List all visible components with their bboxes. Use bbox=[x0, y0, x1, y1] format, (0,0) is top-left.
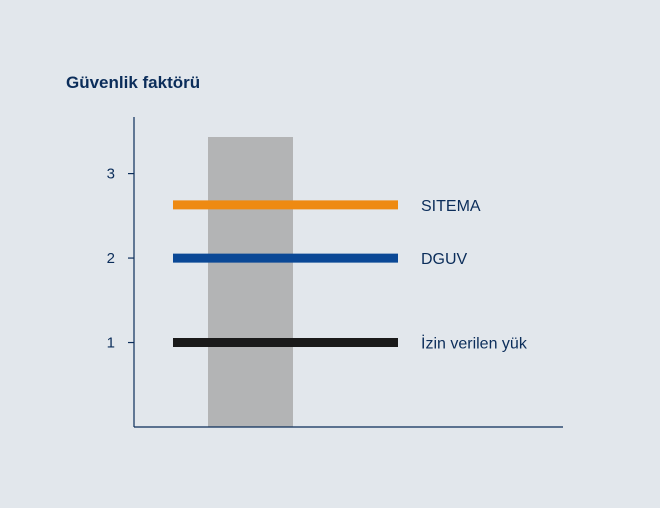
chart-marks: 1 2 3 SITEMA DGUV İzin verilen yük bbox=[107, 166, 528, 353]
safety-band bbox=[208, 137, 293, 427]
y-tick-label-2: 2 bbox=[107, 250, 115, 267]
y-tick-label-1: 1 bbox=[107, 335, 115, 352]
y-tick-label-3: 3 bbox=[107, 166, 115, 183]
chart-title: Güvenlik faktörü bbox=[66, 73, 200, 92]
series-label-0: SITEMA bbox=[421, 198, 481, 215]
series-label-2: İzin verilen yük bbox=[421, 334, 528, 353]
series-label-1: DGUV bbox=[421, 251, 468, 268]
